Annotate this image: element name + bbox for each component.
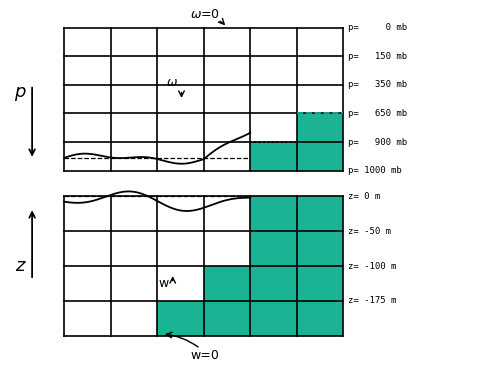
Text: p=   650 mb: p= 650 mb [348,109,408,118]
Text: z= 0 m: z= 0 m [348,192,380,201]
Bar [297,196,343,231]
Bar [250,142,297,171]
Text: p: p [14,83,26,101]
Text: w: w [159,277,169,290]
Bar [204,266,250,301]
Bar [297,113,343,142]
Bar [297,231,343,266]
Bar [250,196,297,231]
Text: p=   150 mb: p= 150 mb [348,52,408,61]
Text: p=   350 mb: p= 350 mb [348,80,408,89]
Text: $\omega$=0: $\omega$=0 [190,8,220,21]
Bar [157,301,204,336]
Text: z: z [15,257,25,275]
Text: z= -100 m: z= -100 m [348,262,397,270]
Bar [297,142,343,171]
Text: p=   900 mb: p= 900 mb [348,138,408,146]
Text: z= -175 m: z= -175 m [348,297,397,305]
Bar [204,301,250,336]
Text: p=     0 mb: p= 0 mb [348,23,408,32]
Bar [250,231,297,266]
Bar [250,301,297,336]
Bar [250,266,297,301]
Bar [297,301,343,336]
Bar [297,266,343,301]
Text: $\omega$: $\omega$ [166,76,178,89]
Text: p= 1000 mb: p= 1000 mb [348,166,402,175]
Text: z= -50 m: z= -50 m [348,227,391,236]
Text: w=0: w=0 [191,349,220,363]
